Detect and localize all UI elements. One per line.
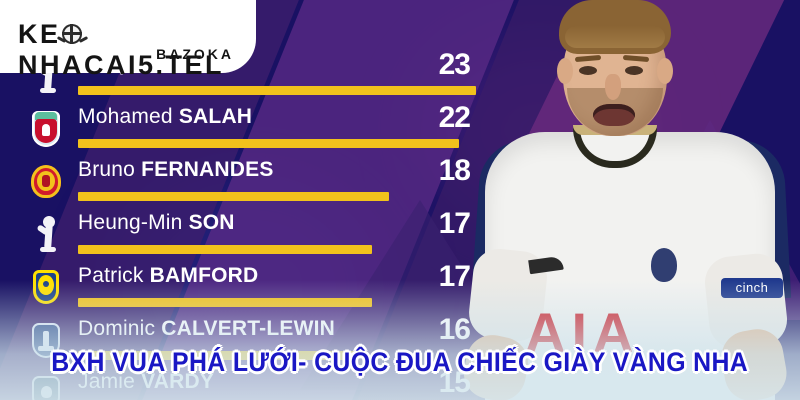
goal-bar (78, 245, 372, 254)
player-first-name: Heung-Min (78, 211, 183, 234)
hair (559, 0, 671, 54)
liverpool-crest-icon (28, 109, 64, 149)
goal-count: 18 (438, 154, 471, 187)
site-logo[interactable]: KE NHACAI5.TEL BAZOKA (0, 0, 256, 80)
globe-character-icon (56, 24, 88, 46)
mouth (593, 104, 635, 126)
logo-text-before: KE (18, 19, 61, 49)
title-banner: BXH VUA PHÁ LƯỚI- CUỘC ĐUA CHIẾC GIÀY VÀ… (0, 347, 800, 378)
logo-subtitle: BAZOKA (156, 46, 234, 62)
nose (605, 74, 621, 100)
eye-left (579, 66, 597, 75)
eye-right (625, 66, 643, 75)
player-name: Bruno FERNANDES (78, 158, 274, 182)
goal-bar (78, 192, 389, 201)
ear-right (657, 58, 673, 84)
scorer-row: Mohamed SALAH 22 (0, 101, 500, 158)
banner-title: BXH VUA PHÁ LƯỚI- CUỘC ĐUA CHIẾC GIÀY VÀ… (51, 347, 749, 377)
spurs-shirt-crest-icon (651, 248, 677, 282)
player-first-name: Mohamed (78, 105, 173, 128)
bottom-fade-overlay (0, 280, 800, 400)
player-name: Heung-Min SON (78, 211, 235, 235)
goal-count: 22 (438, 101, 471, 134)
spurs-crest-icon (28, 215, 64, 255)
ear-left (557, 58, 573, 84)
goal-bar (78, 86, 476, 95)
scorer-row: Heung-Min SON 17 (0, 207, 500, 264)
player-name: Mohamed SALAH (78, 105, 252, 129)
player-first-name: Bruno (78, 158, 136, 181)
goal-count: 17 (438, 207, 471, 240)
player-last-name: SON (188, 211, 235, 234)
logo-wordmark: KE NHACAI5.TEL (18, 19, 256, 81)
manutd-crest-icon (28, 162, 64, 202)
scorer-row: Bruno FERNANDES 18 (0, 154, 500, 211)
player-last-name: SALAH (178, 105, 253, 128)
player-last-name: FERNANDES (141, 158, 274, 181)
logo-text-after: NHACAI5.TEL (18, 50, 225, 80)
goal-bar (78, 139, 459, 148)
goal-count: 23 (438, 48, 471, 81)
